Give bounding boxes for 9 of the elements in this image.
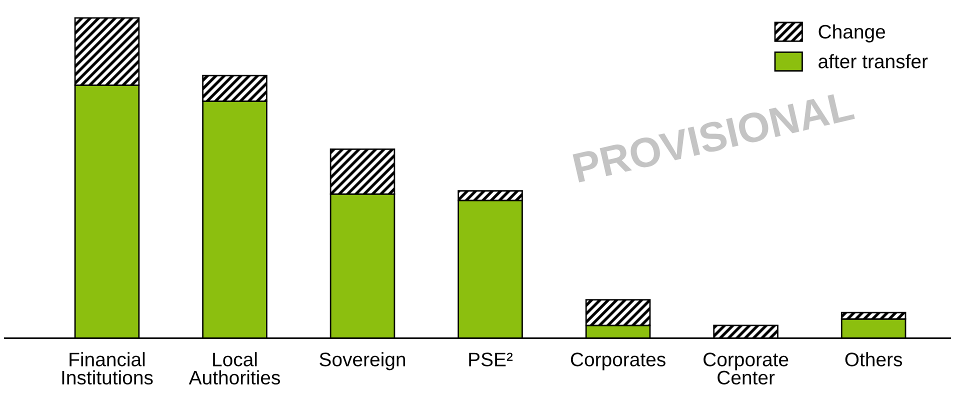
x-tick-label: Sovereign: [320, 352, 406, 370]
x-tick-label: Local Authorities: [188, 352, 280, 385]
x-tick-label: Corporates: [570, 352, 666, 370]
x-tick-label: PSE²: [469, 352, 513, 366]
legend-label: after transfer: [818, 54, 928, 68]
x-tick-label: Corporate Center: [704, 352, 788, 385]
x-tick-label: Others: [845, 352, 902, 366]
legend-label: Change: [818, 24, 886, 42]
x-tick-label: Financial Institutions: [62, 352, 153, 385]
